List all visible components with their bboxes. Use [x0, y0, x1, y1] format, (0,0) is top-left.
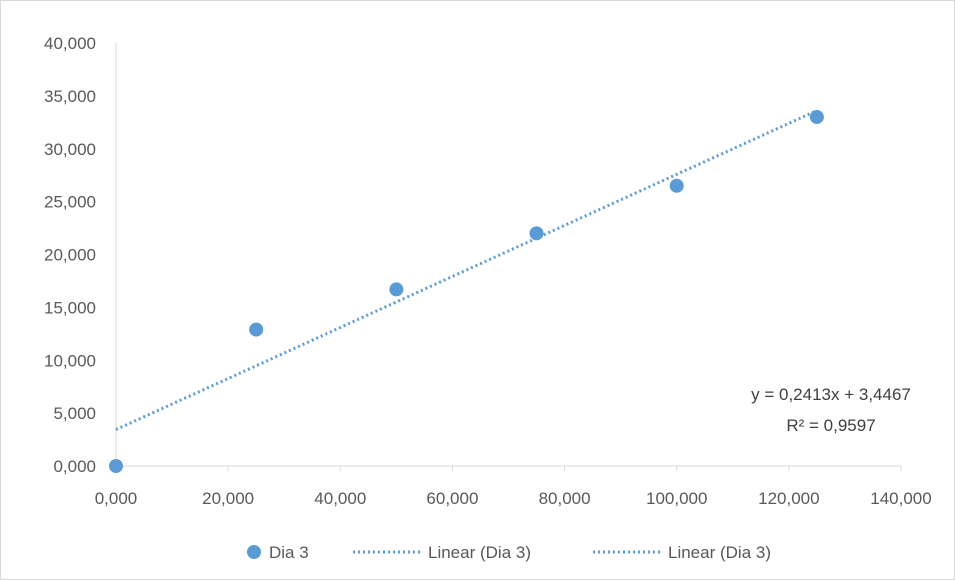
y-tick-label: 40,000 [44, 34, 96, 53]
y-tick-label: 10,000 [44, 351, 96, 370]
x-tick-label: 20,000 [202, 489, 254, 508]
trendline-r2: R² = 0,9597 [786, 416, 875, 435]
legend-marker-series [247, 545, 261, 559]
y-tick-labels: 0,000 5,000 10,000 15,000 20,000 25,000 30,000… [44, 34, 96, 476]
data-point [809, 110, 824, 125]
data-point [249, 322, 264, 337]
trendline-group [115, 109, 818, 431]
data-point [389, 282, 404, 297]
data-point [109, 459, 123, 473]
legend-label: Dia 3 [269, 543, 309, 562]
x-tick-labels: 0,000 20,000 40,000 60,000 80,000 100,000 120,… [95, 466, 932, 508]
x-tick-label: 140,000 [870, 489, 931, 508]
x-tick-label: 80,000 [539, 489, 591, 508]
trendline [115, 109, 818, 431]
axes [115, 43, 901, 467]
data-points [109, 110, 824, 473]
x-tick-label: 40,000 [314, 489, 366, 508]
y-tick-label: 25,000 [44, 193, 96, 212]
data-point [669, 178, 684, 193]
legend-label: Linear (Dia 3) [668, 543, 771, 562]
y-tick-label: 15,000 [44, 298, 96, 317]
y-tick-label: 0,000 [53, 457, 96, 476]
y-tick-label: 5,000 [53, 404, 96, 423]
legend[interactable]: Dia 3 Linear (Dia 3) Linear (Dia 3) [247, 543, 771, 562]
y-tick-label: 30,000 [44, 140, 96, 159]
data-point [529, 226, 544, 241]
y-tick-label: 20,000 [44, 246, 96, 265]
x-tick-label: 100,000 [646, 489, 707, 508]
legend-label: Linear (Dia 3) [428, 543, 531, 562]
x-tick-label: 120,000 [758, 489, 819, 508]
trendline-equation: y = 0,2413x + 3,4467 [751, 385, 911, 404]
y-tick-label: 35,000 [44, 87, 96, 106]
trendline-annotation: y = 0,2413x + 3,4467 R² = 0,9597 [751, 385, 911, 435]
x-tick-label: 0,000 [95, 489, 138, 508]
x-tick-label: 60,000 [426, 489, 478, 508]
